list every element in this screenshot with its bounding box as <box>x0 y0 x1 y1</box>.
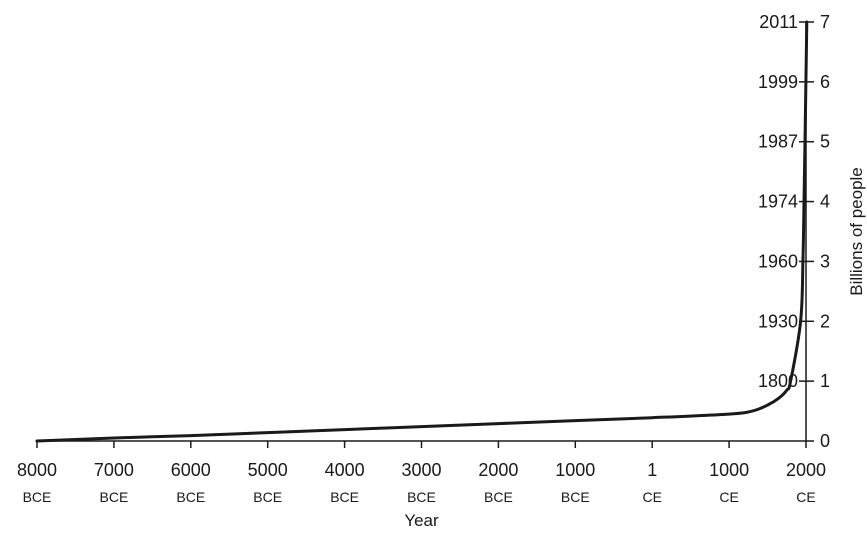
x-tick-era-label: BCE <box>176 489 205 505</box>
x-tick-era-label: BCE <box>484 489 513 505</box>
milestone-year-label: 1987 <box>758 132 798 152</box>
x-axis-title: Year <box>404 511 439 530</box>
x-axis-ticks: 8000 BCE 7000 BCE 6000 BCE 5000 BCE 4000 BCE 3000 B… <box>17 441 826 505</box>
x-tick-era-label: CE <box>642 489 661 505</box>
x-tick-label: 7000 <box>94 460 134 480</box>
y-tick-label: 4 <box>820 192 830 212</box>
x-tick-era-label: BCE <box>407 489 436 505</box>
y-tick-label: 5 <box>820 132 830 152</box>
x-tick-label: 2000 <box>786 460 826 480</box>
x-tick-label: 4000 <box>325 460 365 480</box>
x-tick-era-label: CE <box>719 489 738 505</box>
y-tick-label: 1 <box>820 371 830 391</box>
population-curve <box>35 20 809 443</box>
x-tick-label: 2000 <box>478 460 518 480</box>
x-tick-era-label: BCE <box>23 489 52 505</box>
x-tick-label: 5000 <box>248 460 288 480</box>
x-tick-label: 8000 <box>17 460 57 480</box>
x-tick-era-label: BCE <box>330 489 359 505</box>
milestone-year-label: 2011 <box>759 12 798 32</box>
x-tick-era-label: CE <box>796 489 815 505</box>
milestone-year-label: 1999 <box>758 72 798 92</box>
y-axis-title: Billions of people <box>847 167 866 296</box>
y-tick-label: 6 <box>820 72 830 92</box>
x-tick-label: 1000 <box>709 460 749 480</box>
y-tick-label: 3 <box>820 251 830 271</box>
axes <box>37 22 807 442</box>
x-tick-label: 6000 <box>171 460 211 480</box>
milestone-year-label: 1974 <box>758 192 798 212</box>
x-tick-era-label: BCE <box>253 489 282 505</box>
x-tick-label: 3000 <box>401 460 441 480</box>
y-tick-label: 0 <box>820 431 830 451</box>
x-tick-label: 1000 <box>555 460 595 480</box>
x-tick-era-label: BCE <box>100 489 129 505</box>
milestone-year-label: 1960 <box>758 251 798 271</box>
x-tick-label: 1 <box>647 460 657 480</box>
y-tick-label: 2 <box>820 311 830 331</box>
milestone-year-label: 1930 <box>758 311 798 331</box>
y-tick-label: 7 <box>820 12 830 32</box>
y-axis-ticks: 0 1 2 3 4 5 6 7 <box>806 12 830 451</box>
x-tick-era-label: BCE <box>561 489 590 505</box>
